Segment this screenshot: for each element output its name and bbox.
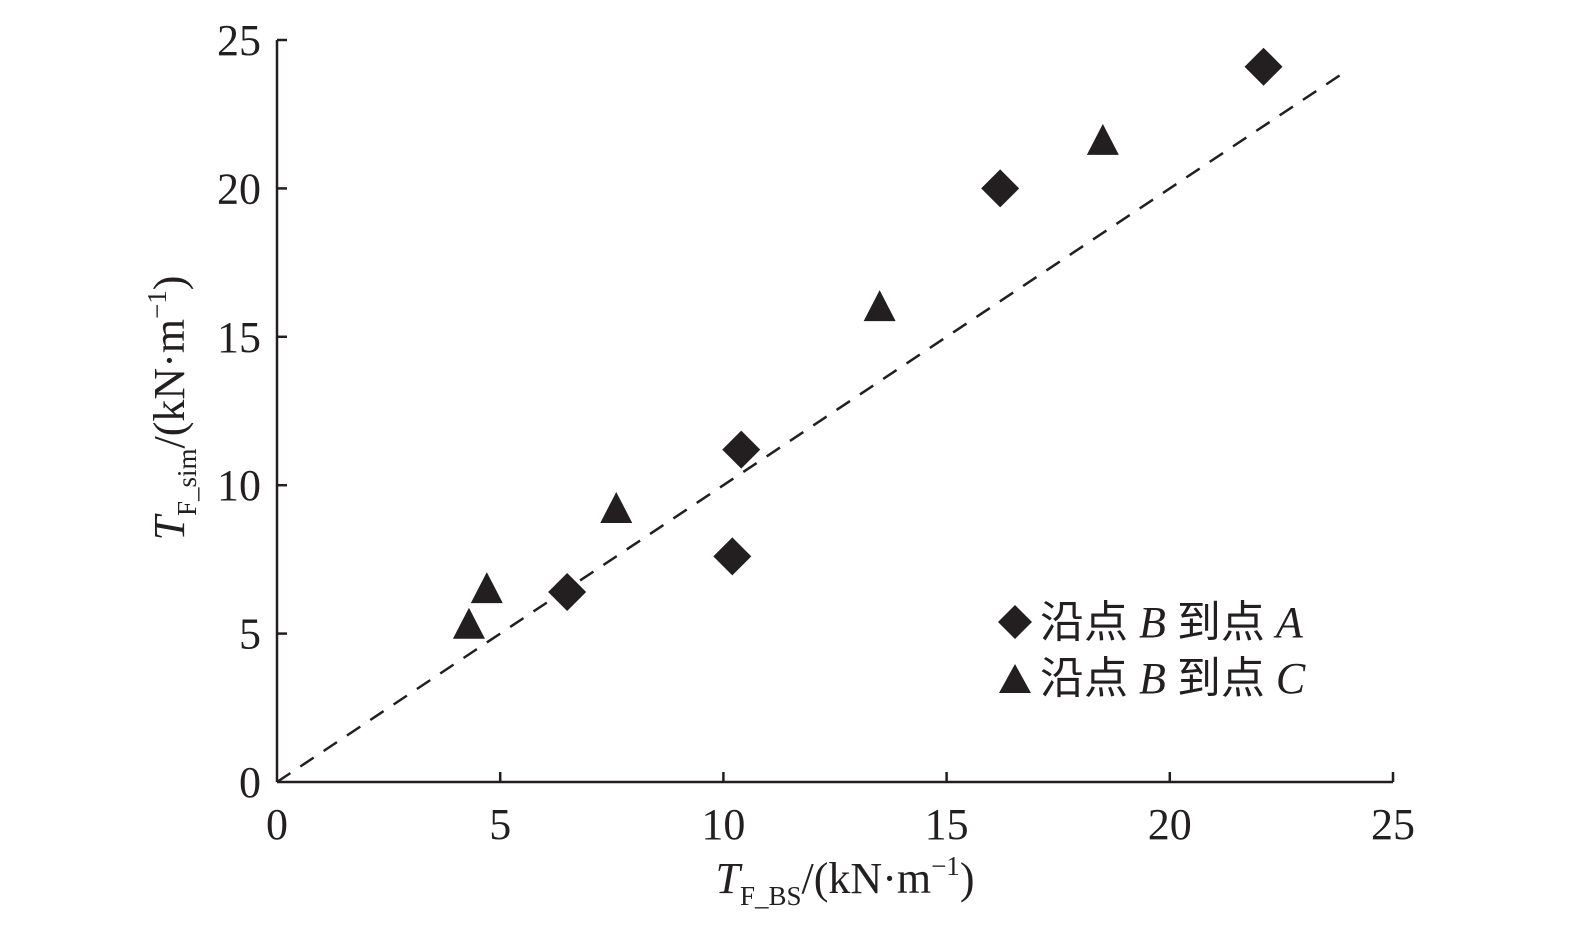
triangle-point xyxy=(470,572,503,604)
y-tick-label: 25 xyxy=(217,16,261,65)
x-tick-label: 10 xyxy=(701,800,745,849)
y-tick-label: 0 xyxy=(239,758,261,807)
legend-triangle-marker xyxy=(999,664,1031,693)
x-axis-symbol: T xyxy=(716,854,744,903)
y-axis-title: TF_sim/(kN·m−1) xyxy=(142,276,202,541)
axes-layer xyxy=(275,40,1393,784)
triangle-point xyxy=(1086,123,1119,155)
diamond-point xyxy=(722,430,761,469)
reference-line-layer xyxy=(276,68,1350,784)
legend-label-series-1: 沿点 B 到点 A xyxy=(1040,598,1304,647)
diamond-point xyxy=(981,169,1020,208)
y-tick-label: 10 xyxy=(217,461,261,510)
y-axis-subscript: F_sim xyxy=(172,448,202,516)
y-tick-label: 15 xyxy=(217,313,261,362)
reference-line xyxy=(276,68,1350,784)
legend-1-prefix: 沿点 xyxy=(1040,598,1139,647)
y-axis-unit: /(kN·m xyxy=(145,319,194,449)
legend-label-series-2: 沿点 B 到点 C xyxy=(1040,654,1306,703)
ticks-layer: 0 5 10 15 20 25 0 5 10 15 20 25 xyxy=(217,16,1415,849)
legend-1-point-b: B xyxy=(1139,598,1166,647)
x-axis-subscript: F_BS xyxy=(740,881,802,911)
legend-2-prefix: 沿点 xyxy=(1040,654,1139,703)
legend-1-point-end: A xyxy=(1273,598,1304,647)
x-tick-label: 20 xyxy=(1148,800,1192,849)
x-tick-label: 0 xyxy=(266,800,288,849)
x-axis-unit: /(kN·m xyxy=(802,854,932,903)
y-axis-unit-close: ) xyxy=(145,276,194,291)
triangle-point xyxy=(452,607,485,639)
triangle-point xyxy=(863,290,896,322)
y-axis-unit-exponent: −1 xyxy=(142,290,172,319)
legend-diamond-marker xyxy=(998,605,1032,639)
legend-2-mid: 到点 xyxy=(1166,654,1276,703)
x-tick-label: 25 xyxy=(1371,800,1415,849)
legend-2-point-end: C xyxy=(1276,654,1306,703)
legend-item-series-2: 沿点 B 到点 C xyxy=(999,654,1306,703)
diamond-point xyxy=(1244,47,1283,86)
legend-1-mid: 到点 xyxy=(1166,598,1276,647)
x-axis-unit-close: ) xyxy=(960,854,975,903)
legend: 沿点 B 到点 A 沿点 B 到点 C xyxy=(998,598,1306,703)
diamond-point xyxy=(548,573,587,612)
points-layer xyxy=(452,47,1283,639)
legend-item-series-1: 沿点 B 到点 A xyxy=(998,598,1304,647)
x-tick-label: 5 xyxy=(489,800,511,849)
x-axis-unit-exponent: −1 xyxy=(931,851,960,881)
x-tick-label: 15 xyxy=(925,800,969,849)
diamond-point xyxy=(713,537,752,576)
triangle-point xyxy=(600,491,633,523)
legend-2-point-b: B xyxy=(1139,654,1166,703)
y-tick-label: 20 xyxy=(217,164,261,213)
x-axis-title: TF_BS/(kN·m−1) xyxy=(716,851,975,911)
y-tick-label: 5 xyxy=(239,610,261,659)
y-axis-symbol: T xyxy=(145,512,194,540)
